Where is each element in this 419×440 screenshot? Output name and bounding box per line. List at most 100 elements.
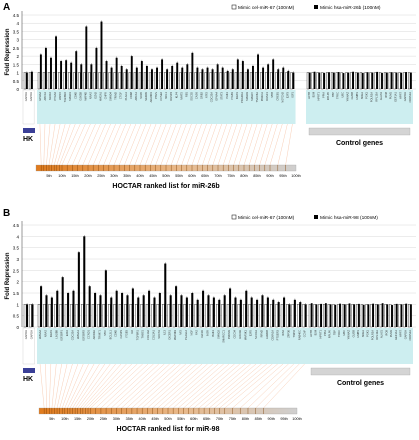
connector-line [198,363,251,409]
legend-label-control: Mimic cel-miR-67 (100nM) [238,215,295,221]
target-mimic-bar [164,263,167,327]
target-mimic-bar [94,293,97,327]
control-gene-control-bar [360,304,363,328]
connector-line [80,363,116,409]
target-gene-label: RRM2 [259,329,263,337]
target-control-bar [68,72,71,90]
target-control-bar [237,304,241,328]
connector-line [51,123,61,166]
control-gene-mimic-bar [329,304,332,327]
target-control-bar [64,304,68,328]
connector-line [116,363,165,409]
connector-line [111,363,159,409]
ranked-tick-label: 30th [113,417,120,421]
target-gene-label: IL6 [130,329,134,333]
y-tick-label: 3.5 [13,29,20,34]
connector-line [197,123,212,166]
target-control-bar [54,304,57,328]
y-tick-label: 4.5 [13,223,20,228]
target-control-bar [232,304,235,328]
target-mimic-bar [257,54,259,89]
y-tick-label: 0 [16,87,19,92]
target-control-bar [63,72,66,90]
target-gene-label: DUSP4 [169,91,173,100]
hk-label: HK [23,136,33,143]
target-control-bar [248,304,251,328]
control-gene-mimic-bar [390,72,393,89]
target-mimic-bar [304,304,307,327]
control-gene-mimic-bar [381,72,383,89]
target-mimic-bar [191,52,194,89]
connector-line [100,363,149,409]
target-gene-label: NF2 [178,329,182,334]
target-gene-label: CHFR [104,92,108,99]
panel-a: A 0 0.5 1 1.5 2 2.5 3 3.5 4 4.5 Fold Repression Mimi… [0,0,419,218]
ranked-tick-label: 35th [126,417,133,421]
control-gene-control-bar [375,304,378,328]
control-gene-label: POLR2A [369,92,373,103]
connector-line [90,363,138,409]
target-gene-label: MCL1 [164,91,168,98]
target-gene-label: ARID3A [92,330,96,340]
target-gene-label: HMGA2 [38,329,42,339]
connector-line [64,363,84,409]
control-gene-mimic-bar [348,303,351,327]
target-control-bar [43,304,46,328]
target-mimic-bar [70,62,73,89]
ranked-tick-label: 90th [268,417,275,421]
connector-line [142,363,192,409]
target-mimic-bar [239,299,242,327]
chart-b: B 0 0.5 1 1.5 2 2.5 3 3.5 4 4.5 Fold Repression Mimi… [3,208,416,433]
control-gene-mimic-bar [334,304,337,327]
connector-line [183,363,235,409]
ranked-tick-label: 5th [46,174,51,178]
target-mimic-bar [186,64,189,89]
target-mimic-bar [126,295,129,327]
target-control-bar [214,72,217,90]
target-gene-label: DICER1 [168,329,172,339]
y-tick-label: 1.5 [13,291,20,296]
target-control-bar [143,72,147,90]
connector-line [113,123,131,166]
target-control-bar [285,72,288,90]
target-control-bar [123,72,126,90]
target-gene-label: GRB2 [200,91,204,99]
connector-line [56,363,68,409]
target-control-bar [78,72,81,90]
target-mimic-bar [252,65,254,89]
target-gene-label: FAS [195,330,199,335]
control-gene-control-bar [403,304,406,328]
control-gene-mimic-bar [324,303,327,327]
target-control-bar [140,304,143,328]
control-gene-label: PPIA [323,330,327,336]
target-mimic-bar [191,293,194,327]
control-gene-label: GUSB [350,92,354,100]
target-mimic-bar [299,302,302,327]
y-axis-label: Fold Repression [5,252,11,299]
target-mimic-bar [206,67,209,89]
target-mimic-bar [65,60,68,89]
target-control-bar [93,72,96,90]
control-gene-label: TBP [331,92,335,97]
target-control-bar [151,304,154,328]
control-gene-mimic-bar [361,72,364,89]
target-mimic-bar [256,299,259,327]
connector-line [95,363,143,409]
target-control-bar [135,304,138,328]
target-gene-label: KRAS [49,330,53,337]
connector-line [155,123,172,166]
target-control-bar [138,72,142,90]
ranked-tick-label: 95th [279,174,286,178]
control-gene-label: GAPDH [403,330,407,339]
ranked-tick-label: 80th [242,417,249,421]
target-mimic-bar [166,69,169,89]
control-gene-label: EEF1A1 [394,329,398,339]
hk-box [23,128,35,133]
target-mimic-bar [236,59,239,89]
target-control-bar [244,72,248,90]
panel-label: A [3,2,10,13]
target-mimic-bar [218,299,221,327]
y-tick-label: 4 [16,234,19,239]
connector-line [54,363,62,409]
control-gene-label: ALAS1 [379,91,383,100]
